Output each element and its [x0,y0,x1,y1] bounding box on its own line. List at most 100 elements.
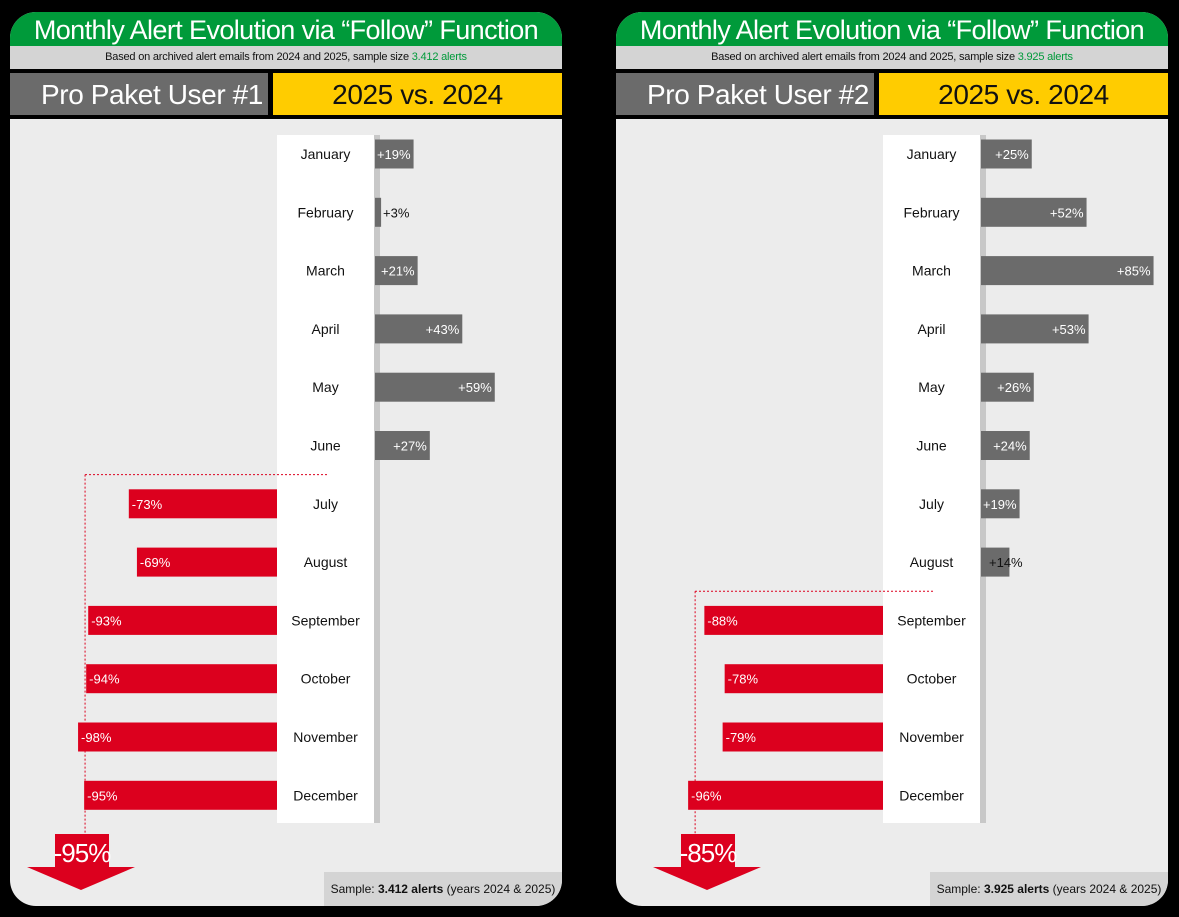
month-label: April [917,321,945,337]
bar-value-label: +14% [989,555,1023,570]
category-column [277,135,374,823]
month-label: June [916,438,947,454]
bar-value-label: -98% [81,730,112,745]
month-label: December [899,787,964,803]
chart-title: Monthly Alert Evolution via “Follow” Fun… [10,12,562,46]
bar-value-label: +52% [1050,205,1084,220]
month-label: August [910,554,954,570]
bar-value-label: +59% [458,380,492,395]
chart-title: Monthly Alert Evolution via “Follow” Fun… [616,12,1168,46]
month-label: February [903,204,959,220]
bar-value-label: +19% [377,147,411,162]
month-label: May [918,379,944,395]
month-label: August [304,554,348,570]
bar-chart-user-2: January +25% February +52% March +85% April +53… [653,135,1154,890]
summary-arrow-label: -95% [54,838,112,868]
comparison-label: 2025 vs. 2024 [273,73,562,115]
sample-suffix: (years 2024 & 2025) [443,882,556,896]
summary-arrow-head [653,867,761,890]
bar-value-label: -95% [87,788,118,803]
month-label: March [306,263,345,279]
bar-positive [375,372,495,402]
panel-user-2: Monthly Alert Evolution via “Follow” Fun… [616,12,1168,906]
bar-value-label: +53% [1052,322,1086,337]
bar-negative [86,664,278,694]
sample-note: Sample: 3.925 alerts (years 2024 & 2025) [930,872,1168,906]
bar-negative [722,722,883,752]
month-label: January [301,146,351,162]
bar-negative [88,605,278,635]
bar-value-label: +21% [381,264,415,279]
summary-arrow-shaft [681,834,735,867]
month-label: November [899,729,964,745]
bar-value-label: -78% [728,672,759,687]
bar-value-label: -96% [691,788,722,803]
month-label: June [310,438,341,454]
month-label: January [907,146,957,162]
month-label: October [907,671,957,687]
bar-positive [981,547,1010,577]
bar-value-label: +25% [995,147,1029,162]
bar-positive [981,197,1087,227]
bar-positive [375,139,414,169]
bar-negative [136,547,277,577]
bar-negative [78,722,277,752]
bar-value-label: -79% [726,730,757,745]
month-label: March [912,263,951,279]
month-label: December [293,787,358,803]
bar-value-label: -73% [132,497,163,512]
sample-suffix: (years 2024 & 2025) [1049,882,1162,896]
user-label: Pro Paket User #2 [616,73,874,115]
subtitle-sample-size: 3.925 alerts [1017,51,1073,63]
bar-positive [981,314,1089,344]
sample-note: Sample: 3.412 alerts (years 2024 & 2025) [324,872,562,906]
bar-positive [981,489,1020,519]
bar-value-label: -69% [140,555,171,570]
bar-negative [704,605,883,635]
bar-positive [981,256,1154,286]
month-label: November [293,729,358,745]
bar-value-label: -93% [91,613,122,628]
month-label: February [297,204,353,220]
bar-negative [724,664,883,694]
category-column-shadow [374,135,380,823]
bar-value-label: -94% [89,672,120,687]
summary-arrow-head [27,867,135,890]
bar-positive [375,197,382,227]
month-label: July [313,496,338,512]
bar-value-label: +19% [983,497,1017,512]
category-column [883,135,980,823]
month-label: May [312,379,338,395]
bar-positive [375,431,430,460]
sample-count: 3.925 alerts [983,882,1050,896]
bar-negative [128,489,277,519]
month-label: October [301,671,351,687]
bar-value-label: +26% [997,380,1031,395]
month-label: September [291,612,360,628]
user-label: Pro Paket User #1 [10,73,268,115]
bar-value-label: -88% [707,613,738,628]
bar-value-label: +3% [383,205,410,220]
subtitle-sample-size: 3.412 alerts [411,51,467,63]
bar-positive [981,139,1032,169]
month-label: April [311,321,339,337]
chart-subtitle: Based on archived alert emails from 2024… [10,46,562,69]
month-label: September [897,612,966,628]
bar-positive [375,314,463,344]
bar-value-label: +85% [1117,264,1151,279]
bar-positive [981,431,1030,460]
sample-prefix: Sample: [330,882,378,896]
subtitle-text: Based on archived alert emails from 2024… [711,51,1018,63]
month-label: July [919,496,944,512]
sample-count: 3.412 alerts [377,882,444,896]
panel-user-1: Monthly Alert Evolution via “Follow” Fun… [10,12,562,906]
subtitle-text: Based on archived alert emails from 2024… [105,51,412,63]
category-column-shadow [980,135,986,823]
summary-arrow-shaft [55,834,109,867]
bar-value-label: +27% [393,439,427,454]
sample-prefix: Sample: [936,882,984,896]
bar-negative [688,780,883,810]
bar-chart-user-1: January +19% February +3% March +21% April +43%… [27,135,495,890]
summary-arrow-label: -85% [680,838,738,868]
comparison-label: 2025 vs. 2024 [879,73,1168,115]
